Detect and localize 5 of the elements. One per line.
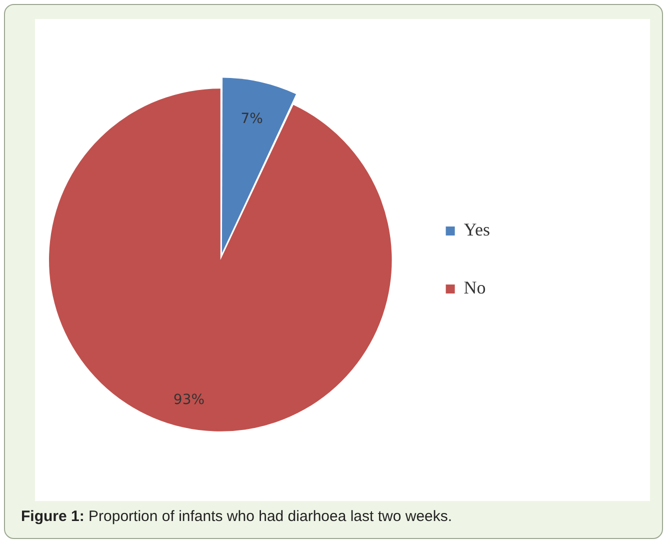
data-label: 93% [173,392,205,408]
legend-label: Yes [464,220,490,240]
legend-label: No [464,278,486,298]
data-label: 7% [240,111,263,128]
caption: Figure 1: Proportion of infants who had diarhoea last two weeks. [21,508,452,525]
